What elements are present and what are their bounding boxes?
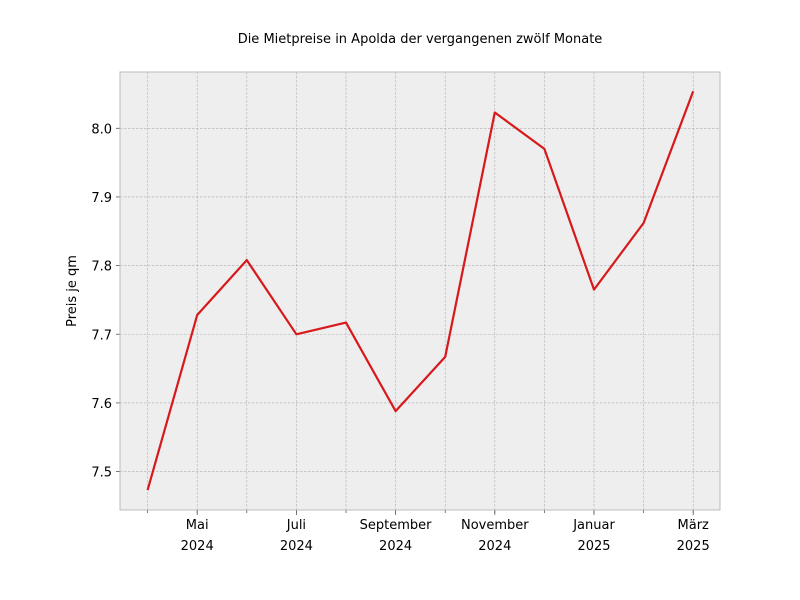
series-layer: [146, 90, 695, 491]
grid: [120, 72, 720, 510]
x-tick-label-month: September: [360, 518, 433, 533]
y-tick-label: 7.7: [91, 328, 112, 343]
x-tick-label-year: 2024: [478, 539, 511, 554]
x-tick-label-year: 2024: [379, 539, 412, 554]
y-tick-label: 8.0: [91, 122, 112, 137]
plot-frame: [119, 71, 721, 511]
x-tick-label-month: März: [678, 518, 710, 533]
x-tick-label-year: 2024: [280, 539, 313, 554]
x-tick-label-year: 2024: [181, 539, 214, 554]
y-tick-label: 7.6: [91, 397, 112, 412]
chart-title: Die Mietpreise in Apolda der vergangenen…: [238, 32, 603, 47]
series-line: [146, 90, 695, 491]
plot-area: [120, 72, 720, 510]
y-tick-label: 7.5: [91, 466, 112, 481]
x-tick-label-month: November: [461, 518, 529, 533]
y-tick-label: 7.9: [91, 191, 112, 206]
axis-ticks: 7.5 7.6 7.7 7.8 7.9 8.0 Mai 2024 Juli 2024 Septemb…: [91, 122, 709, 554]
x-tick-label-year: 2025: [677, 539, 710, 554]
x-tick-label-month: Januar: [572, 518, 615, 533]
x-tick-label-month: Juli: [286, 518, 306, 533]
y-axis-label: Preis je qm: [65, 255, 80, 327]
x-tick-label-month: Mai: [186, 518, 209, 533]
x-tick-label-year: 2025: [577, 539, 610, 554]
y-tick-label: 7.8: [91, 260, 112, 275]
